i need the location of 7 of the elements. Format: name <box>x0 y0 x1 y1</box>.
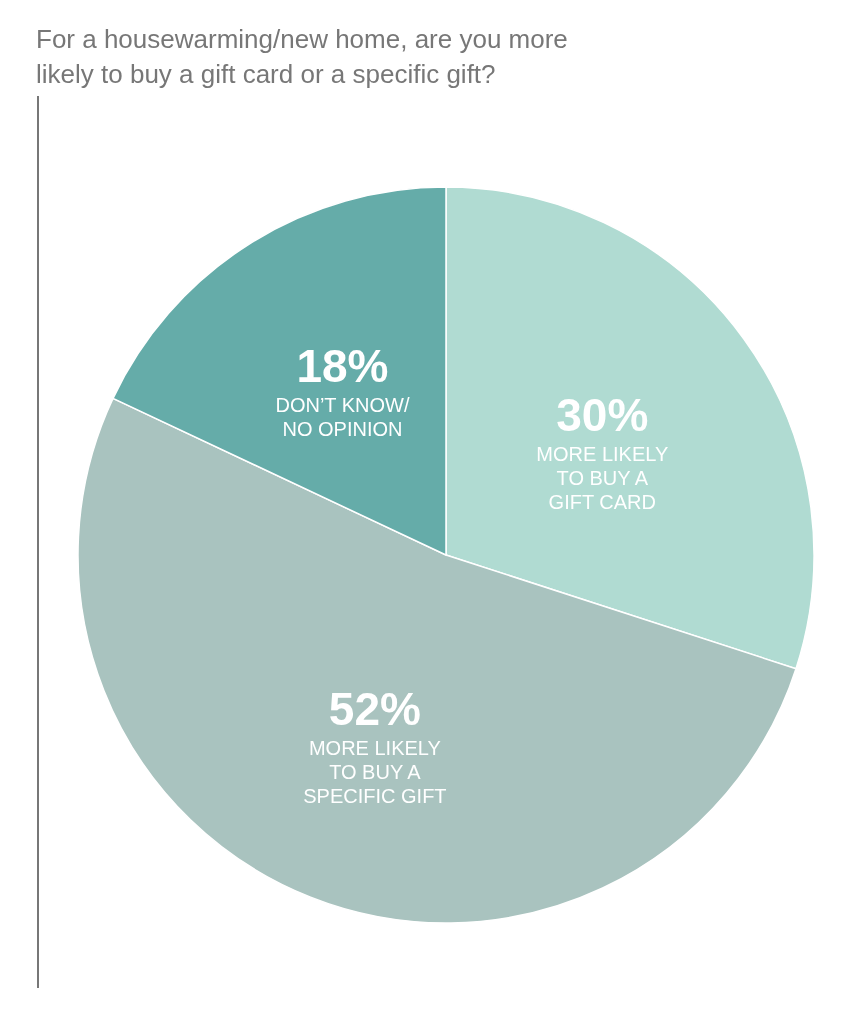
data-label: 30% <box>556 389 649 442</box>
slice-label: MORE LIKELY TO BUY A GIFT CARD <box>536 443 669 514</box>
slice-label: DON’T KNOW/ NO OPINION <box>275 393 410 440</box>
data-label: 52% <box>328 682 421 735</box>
chart-title: For a housewarming/new home, are you more likely to buy a gift card or a specific gift? <box>36 24 568 89</box>
data-label: 18% <box>296 339 389 392</box>
slice-label: MORE LIKELY TO BUY A SPECIFIC GIFT <box>303 736 447 807</box>
